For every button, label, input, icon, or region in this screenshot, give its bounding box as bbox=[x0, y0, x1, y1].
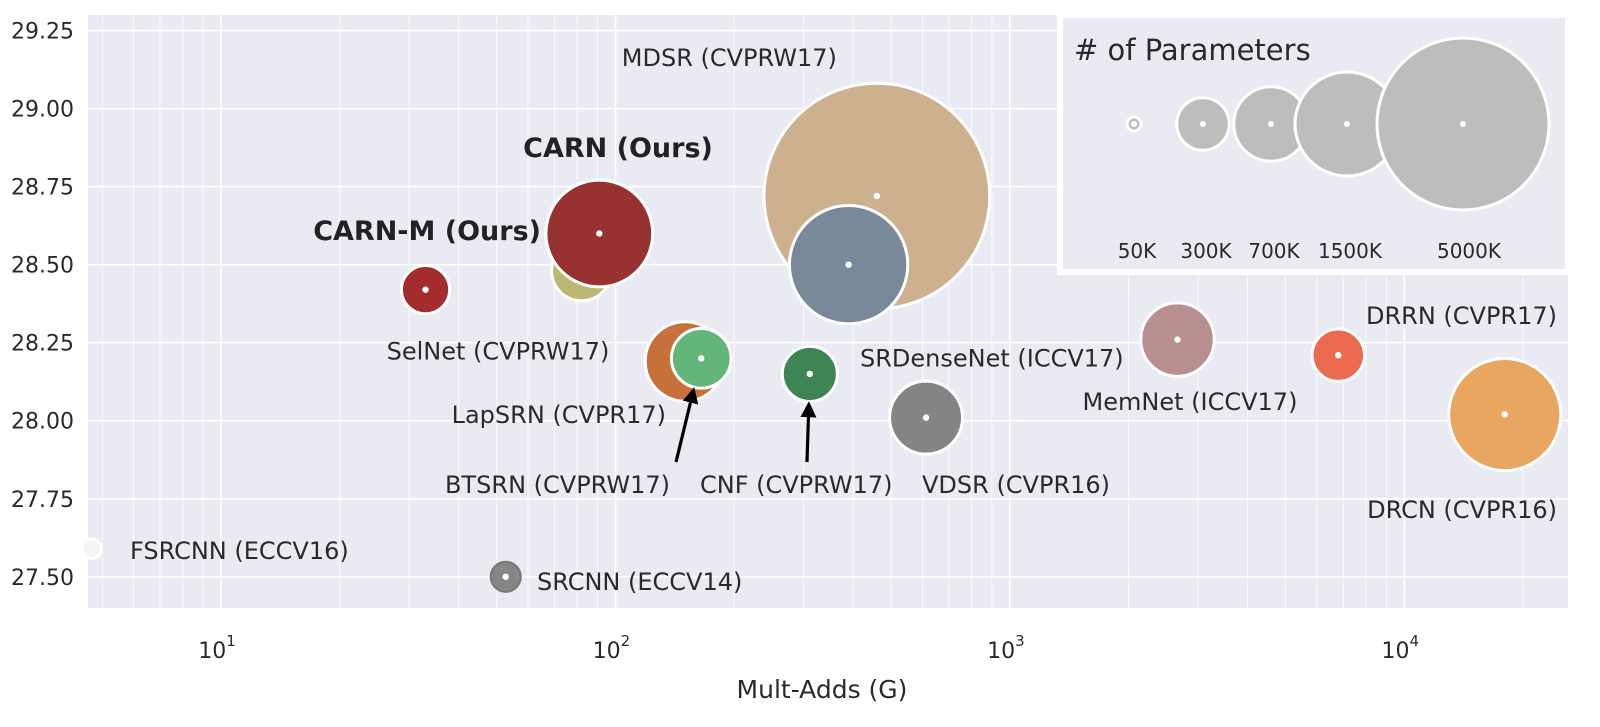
legend-label: 50K bbox=[1118, 239, 1157, 263]
bubble-center-dot bbox=[422, 286, 429, 293]
bubble-srdensenet-iccv17 bbox=[787, 204, 910, 326]
point-labels: MDSR (CVPRW17) SRDenseNet (ICCV17) CARN-M … bbox=[130, 44, 1557, 596]
legend-label: 1500K bbox=[1318, 239, 1383, 263]
legend-entry-300k: 300K bbox=[1175, 96, 1233, 263]
legend-bubble-dot bbox=[1131, 121, 1137, 127]
x-tick-label: 103 bbox=[987, 632, 1025, 664]
legend-bubble-dot bbox=[1200, 121, 1206, 127]
x-tick-label: 101 bbox=[198, 632, 236, 664]
bubble-center-dot bbox=[596, 230, 603, 237]
bubble-drrn-cvpr17 bbox=[1310, 327, 1366, 383]
label-srdensenet-iccv17: SRDenseNet (ICCV17) bbox=[860, 345, 1124, 373]
bubble-center-dot bbox=[873, 192, 881, 200]
y-tick-label: 29.25 bbox=[11, 20, 74, 45]
bubble-center-dot bbox=[1501, 411, 1508, 418]
label-carn-ours: CARN (Ours) bbox=[523, 133, 713, 164]
y-tick-label: 28.00 bbox=[11, 410, 74, 435]
label-fsrcnn-eccv16: FSRCNN (ECCV16) bbox=[130, 537, 349, 565]
bubble-ring bbox=[489, 560, 522, 593]
bubble-center-dot bbox=[806, 370, 814, 378]
label-mdsr-cvprw17: MDSR (CVPRW17) bbox=[622, 44, 837, 72]
annotation-arrows bbox=[674, 387, 817, 463]
x-axis-title: Mult-Adds (G) bbox=[737, 675, 908, 704]
y-tick-label: 28.75 bbox=[11, 176, 74, 201]
bubbles bbox=[80, 81, 1563, 593]
label-cnf-cvprw17: CNF (CVPRW17) bbox=[700, 471, 893, 499]
bubble-selnet-cvprw17 bbox=[399, 264, 452, 316]
y-tick-label: 27.75 bbox=[11, 488, 74, 513]
label-drcn-cvpr16: DRCN (CVPR16) bbox=[1367, 496, 1557, 524]
bubble-carn-ours bbox=[544, 178, 655, 289]
bubble-center-dot bbox=[845, 261, 852, 268]
legend-bubble-dot bbox=[1344, 121, 1350, 127]
y-tick-label: 27.50 bbox=[11, 566, 74, 591]
bubble-circle bbox=[80, 537, 103, 560]
label-drrn-cvpr17: DRRN (CVPR17) bbox=[1366, 302, 1557, 330]
bubble-center-dot bbox=[698, 355, 705, 362]
y-tick-label: 28.50 bbox=[11, 254, 74, 279]
legend-entry-1500k: 1500K bbox=[1293, 70, 1401, 263]
bubble-center-dot bbox=[502, 573, 509, 580]
label-lapsrn-cvpr17: LapSRN (CVPR17) bbox=[452, 401, 666, 429]
label-vdsr-cvpr16: VDSR (CVPR16) bbox=[922, 471, 1110, 499]
x-tick-label: 102 bbox=[593, 632, 631, 664]
bubble-drcn-cvpr16 bbox=[1447, 356, 1563, 473]
arrow-cnf-cvprw17 bbox=[800, 401, 817, 463]
arrow-btsrn-cvprw17 bbox=[674, 387, 699, 463]
bubble-btsrn-cvprw17 bbox=[669, 327, 733, 390]
bubble-vdsr-cvpr16 bbox=[888, 379, 964, 456]
y-tick-label: 28.25 bbox=[11, 332, 74, 357]
bubble-center-dot bbox=[1174, 336, 1181, 343]
label-btsrn-cvprw17: BTSRN (CVPRW17) bbox=[445, 471, 670, 499]
x-tick-label: 104 bbox=[1382, 632, 1420, 664]
bubble-fsrcnn-eccv16 bbox=[80, 537, 103, 560]
legend-label: 700K bbox=[1248, 239, 1300, 263]
label-srcnn-eccv14: SRCNN (ECCV14) bbox=[537, 568, 742, 596]
bubble-center-dot bbox=[1335, 351, 1342, 359]
label-carn-m-ours: CARN-M (Ours) bbox=[313, 216, 541, 247]
label-memnet-iccv17: MemNet (ICCV17) bbox=[1083, 388, 1298, 416]
legend-entry-50k: 50K bbox=[1118, 115, 1157, 263]
bubble-srcnn-eccv14 bbox=[489, 560, 522, 593]
parameters-legend: # of Parameters 50K 300K 700K 1500K 5000K bbox=[1057, 12, 1571, 275]
legend-bubble-dot bbox=[1460, 121, 1466, 127]
legend-label: 300K bbox=[1180, 239, 1232, 263]
label-selnet-cvprw17: SelNet (CVPRW17) bbox=[387, 338, 610, 366]
y-tick-label: 29.00 bbox=[11, 98, 74, 123]
bubble-cnf-cvprw17 bbox=[780, 344, 839, 403]
legend-label: 5000K bbox=[1437, 239, 1502, 263]
legend-bubble-dot bbox=[1268, 121, 1274, 127]
bubble-center-dot bbox=[922, 414, 930, 421]
bubble-memnet-iccv17 bbox=[1139, 301, 1216, 378]
legend-title: # of Parameters bbox=[1074, 33, 1311, 67]
legend-entry-5000k: 5000K bbox=[1375, 36, 1551, 263]
